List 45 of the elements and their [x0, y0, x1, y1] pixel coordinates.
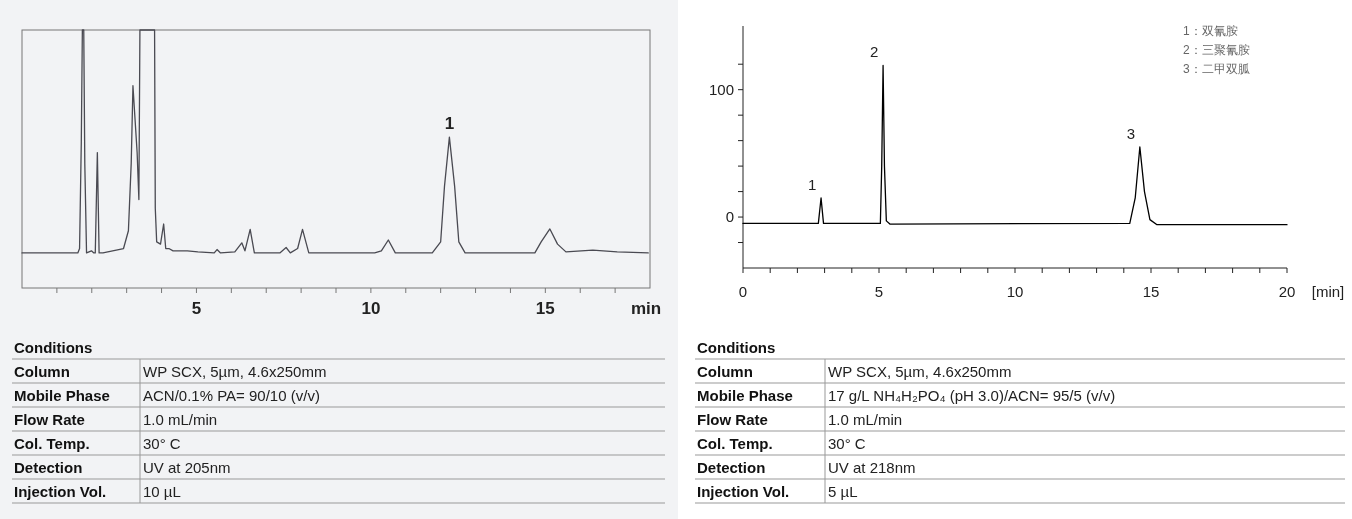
x-tick-label: 20 [1278, 283, 1296, 300]
y-tick-label: 100 [708, 80, 734, 98]
x-tick-label: 5 [874, 283, 884, 300]
x-tick-label: 15 [535, 299, 555, 318]
text: 1.0 mL/min [828, 411, 903, 428]
text: 17 g/L NH₄H₂PO₄ (pH 3.0)/ACN= 95/5 (v/v) [828, 387, 1116, 404]
x-tick-label: 5 [191, 299, 202, 318]
text: UV at 218nm [828, 459, 916, 476]
text: WP SCX, 5µm, 4.6x250mm [828, 363, 1012, 380]
text: Conditions [14, 339, 93, 356]
x-tick-label: 10 [1006, 283, 1024, 300]
annotation: 1：双氰胺 [1183, 24, 1238, 38]
text: Injection Vol. [14, 483, 107, 500]
text: Detection [697, 459, 766, 476]
x-tick-label: 10 [361, 299, 381, 318]
x-tick-label: 0 [738, 283, 748, 300]
text: 5 µL [828, 483, 858, 500]
line-series [742, 64, 1288, 226]
text: Column [697, 363, 753, 380]
annotation: 1 [444, 114, 455, 134]
text: WP SCX, 5µm, 4.6x250mm [143, 363, 327, 380]
x-axis-title: [min] [1311, 283, 1345, 300]
text: Flow Rate [14, 411, 85, 428]
annotation: 3 [1126, 125, 1136, 142]
text: UV at 205nm [143, 459, 231, 476]
text: Conditions [697, 339, 776, 356]
annotation: 2 [869, 43, 879, 61]
text: Flow Rate [697, 411, 768, 428]
text: Column [14, 363, 70, 380]
text: ACN/0.1% PA= 90/10 (v/v) [143, 387, 320, 404]
text: 30° C [143, 435, 181, 452]
annotation: 3：二甲双胍 [1183, 62, 1250, 76]
x-tick-label: 15 [1142, 283, 1160, 300]
x-axis-title: min [630, 299, 662, 318]
text: Mobile Phase [14, 387, 110, 404]
text: Col. Temp. [14, 435, 90, 452]
text: 1.0 mL/min [143, 411, 218, 428]
text: Detection [14, 459, 83, 476]
annotation: 2：三聚氰胺 [1183, 43, 1250, 57]
text: 30° C [828, 435, 866, 452]
text: Injection Vol. [697, 483, 790, 500]
text: Mobile Phase [697, 387, 793, 404]
text: Col. Temp. [697, 435, 773, 452]
text: 10 µL [143, 483, 181, 500]
annotation: 1 [807, 175, 817, 193]
